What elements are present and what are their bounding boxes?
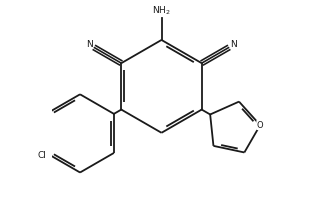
Text: Cl: Cl	[37, 151, 47, 160]
Text: O: O	[257, 121, 264, 130]
Text: N: N	[230, 40, 237, 49]
Text: NH$_2$: NH$_2$	[152, 4, 171, 17]
Text: N: N	[86, 40, 93, 49]
